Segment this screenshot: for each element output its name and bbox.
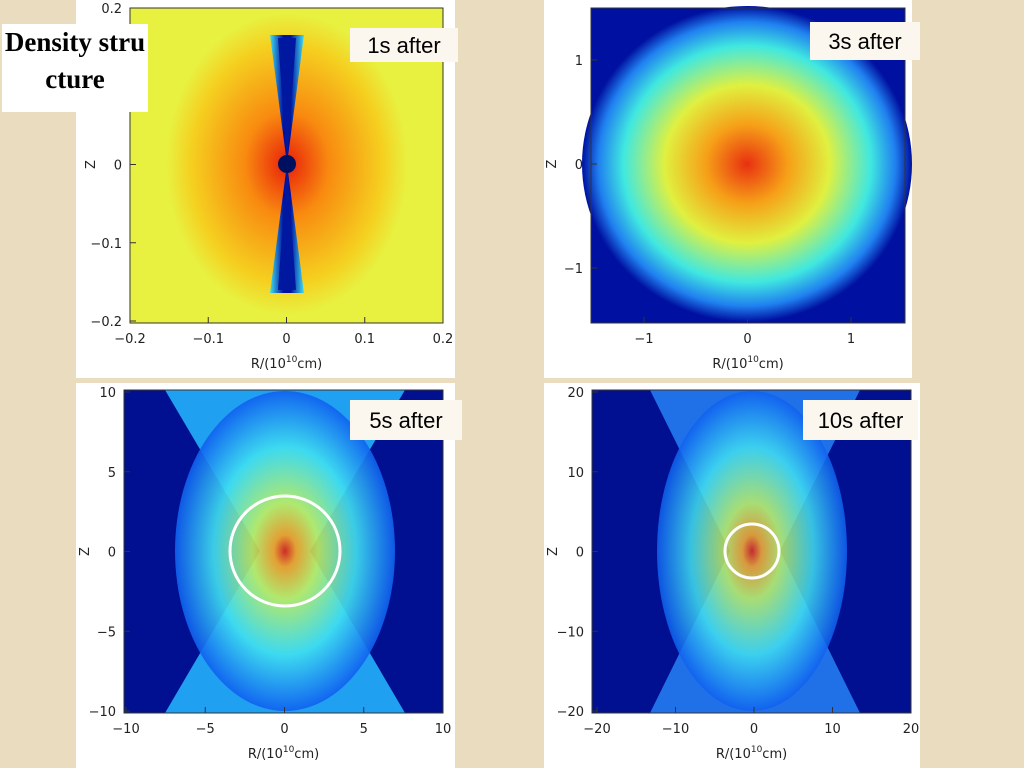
x-tick-label: −20 — [583, 722, 610, 737]
x-tick-label: 5 — [360, 722, 368, 737]
label-box — [803, 400, 918, 440]
x-tick-label: −0.2 — [114, 332, 146, 347]
y-tick-label: 0 — [108, 546, 116, 561]
label-box — [350, 28, 458, 62]
x-tick-label: 10 — [435, 722, 452, 737]
x-axis-label: R/(1010cm) — [251, 355, 322, 372]
y-tick-label: 10 — [567, 466, 584, 481]
x-tick-label: −10 — [112, 722, 139, 737]
panel-label: 3s after — [828, 29, 901, 54]
x-tick-label: −10 — [662, 722, 689, 737]
y-tick-label: 0 — [575, 158, 583, 173]
x-tick-label: −5 — [196, 722, 215, 737]
y-tick-label: 0.2 — [101, 2, 122, 17]
heatmap — [130, 8, 443, 323]
x-tick-label: 0 — [280, 722, 288, 737]
x-tick-label: 1 — [847, 332, 855, 347]
x-tick-label: −0.1 — [192, 332, 224, 347]
y-tick-label: 5 — [108, 466, 116, 481]
y-tick-label: −10 — [89, 705, 116, 720]
y-axis-label: Z — [78, 547, 93, 556]
y-tick-label: −0.1 — [90, 237, 122, 252]
x-tick-label: 0 — [743, 332, 751, 347]
x-tick-label: 0 — [282, 332, 290, 347]
panel-label: 1s after — [367, 33, 440, 58]
panel-label: 5s after — [369, 408, 442, 433]
y-tick-label: 0 — [114, 159, 122, 174]
x-tick-label: 10 — [824, 722, 841, 737]
y-tick-label: −5 — [97, 625, 116, 640]
label-box — [810, 22, 920, 60]
axis-label-part: R/(10 — [712, 357, 747, 372]
y-axis-label: Z — [84, 160, 99, 169]
axis-label-part: cm) — [762, 747, 787, 762]
y-tick-label: 20 — [567, 386, 584, 401]
y-tick-label: −1 — [564, 262, 583, 277]
axis-label-part: cm) — [294, 747, 319, 762]
axis-label-part: cm) — [297, 357, 322, 372]
y-tick-label: −20 — [557, 705, 584, 720]
y-tick-label: −10 — [557, 625, 584, 640]
y-axis-label: Z — [546, 547, 561, 556]
superscript: 10 — [747, 355, 759, 365]
x-tick-label: 0.1 — [354, 332, 375, 347]
y-tick-label: −0.2 — [90, 315, 122, 330]
slide-title: Density structure — [2, 24, 148, 112]
heatmap — [592, 390, 911, 713]
axis-label-part: R/(10 — [248, 747, 283, 762]
axis-label-part: R/(10 — [716, 747, 751, 762]
x-axis-label: R/(1010cm) — [716, 745, 787, 762]
heatmap — [582, 6, 912, 323]
y-tick-label: 10 — [99, 386, 116, 401]
heatmap — [124, 390, 443, 713]
axis-label-part: R/(10 — [251, 357, 286, 372]
x-tick-label: 20 — [903, 722, 920, 737]
panel-label: 10s after — [818, 408, 904, 433]
y-tick-label: 1 — [575, 54, 583, 69]
superscript: 10 — [283, 745, 295, 755]
y-axis-label: Z — [545, 159, 560, 168]
axis-label-part: cm) — [759, 357, 784, 372]
x-axis-label: R/(1010cm) — [712, 355, 783, 372]
x-tick-label: 0.2 — [433, 332, 454, 347]
x-tick-label: −1 — [634, 332, 653, 347]
label-box — [350, 400, 462, 440]
superscript: 10 — [751, 745, 763, 755]
x-axis-label: R/(1010cm) — [248, 745, 319, 762]
y-tick-label: 0 — [576, 546, 584, 561]
x-tick-label: 0 — [750, 722, 758, 737]
superscript: 10 — [286, 355, 298, 365]
